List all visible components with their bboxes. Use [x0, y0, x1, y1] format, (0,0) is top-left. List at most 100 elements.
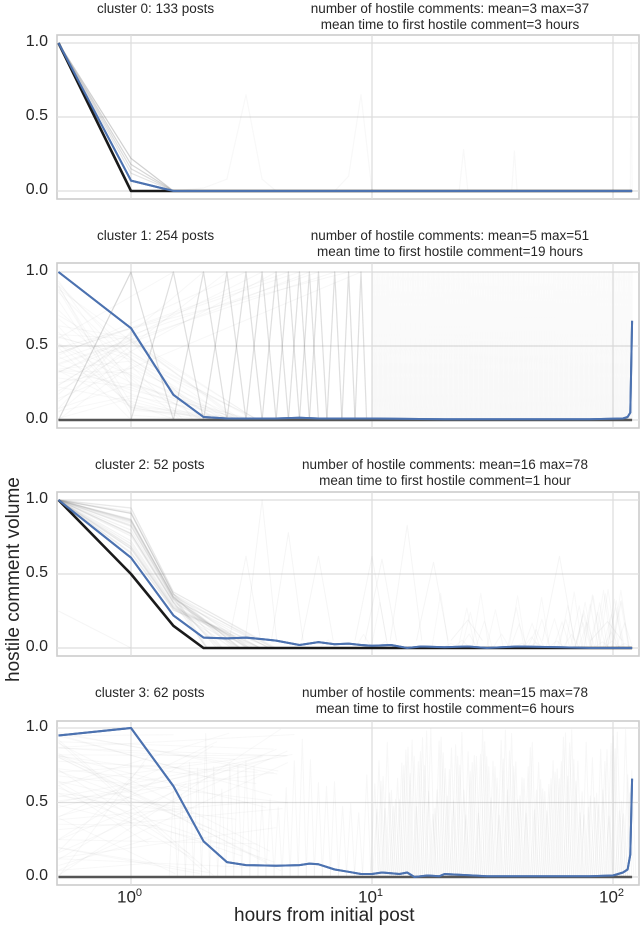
background-trace — [620, 271, 622, 421]
background-trace — [421, 271, 424, 421]
background-trace — [58, 309, 202, 421]
background-trace — [58, 756, 263, 808]
background-trace — [547, 640, 566, 649]
background-trace — [615, 271, 617, 421]
background-trace — [616, 800, 627, 878]
y-tick-label: 1.0 — [25, 490, 48, 507]
background-trace — [475, 620, 493, 649]
background-trace — [573, 622, 592, 649]
background-trace — [58, 741, 218, 818]
background-trace — [371, 271, 374, 421]
background-trace — [484, 766, 494, 878]
background-trace — [58, 499, 221, 649]
background-trace — [58, 499, 224, 649]
subplot-0-title-line2: mean time to first hostile comment=3 hou… — [320, 17, 580, 32]
background-trace — [586, 271, 589, 421]
background-trace — [607, 271, 610, 421]
background-trace — [561, 271, 564, 421]
background-trace — [605, 598, 623, 649]
background-trace — [596, 593, 614, 649]
background-trace — [58, 858, 246, 868]
background-trace — [58, 499, 270, 649]
background-trace — [58, 804, 218, 844]
background-trace — [58, 499, 235, 649]
background-trace — [508, 271, 511, 421]
background-trace — [58, 768, 156, 782]
background-trace — [228, 555, 262, 641]
background-trace — [468, 271, 471, 421]
subplot-1-title-left: cluster 1: 254 posts — [97, 228, 215, 243]
background-trace — [506, 733, 517, 878]
background-trace — [58, 748, 277, 841]
background-trace — [623, 271, 626, 421]
background-trace — [374, 271, 376, 421]
background-trace — [608, 735, 618, 878]
background-trace — [629, 42, 633, 192]
y-axis-label: hostile comment volume — [3, 477, 24, 682]
background-trace — [58, 300, 258, 421]
background-trace — [547, 271, 550, 421]
y-tick-label: 0.0 — [25, 638, 48, 655]
background-trace — [592, 271, 595, 421]
background-trace — [591, 271, 594, 421]
background-trace — [579, 814, 589, 878]
background-trace — [58, 499, 273, 649]
background-trace — [505, 271, 507, 421]
background-trace — [428, 813, 438, 878]
background-trace — [523, 271, 526, 421]
background-trace — [612, 271, 615, 421]
background-trace — [58, 772, 274, 802]
background-trace — [402, 271, 405, 421]
background-trace — [473, 271, 476, 421]
background-trace — [58, 735, 196, 774]
background-trace — [603, 271, 606, 421]
background-trace — [58, 318, 182, 421]
background-trace — [58, 271, 310, 373]
background-trace — [287, 271, 310, 421]
background-trace — [488, 760, 498, 878]
background-trace — [384, 271, 386, 421]
background-trace — [594, 589, 613, 649]
background-trace — [588, 611, 607, 649]
background-trace — [426, 271, 429, 421]
background-trace — [394, 271, 396, 421]
background-trace — [245, 271, 277, 421]
background-trace — [58, 750, 288, 854]
background-trace — [58, 271, 362, 399]
background-trace — [321, 785, 332, 878]
background-trace — [457, 271, 460, 421]
background-trace — [58, 499, 251, 649]
background-trace — [58, 499, 222, 649]
background-trace — [390, 798, 401, 878]
background-trace — [482, 271, 485, 421]
background-trace — [546, 778, 556, 878]
background-trace — [490, 271, 492, 421]
background-trace — [521, 271, 524, 421]
background-trace — [58, 747, 235, 760]
background-trace — [413, 271, 416, 421]
background-trace — [520, 271, 522, 421]
background-trace — [556, 271, 559, 421]
background-trace — [58, 741, 202, 870]
background-trace — [463, 751, 473, 878]
background-trace — [461, 814, 471, 878]
background-trace — [610, 271, 612, 421]
background-trace — [577, 271, 580, 421]
subplot-2 — [56, 491, 640, 657]
background-trace — [380, 808, 390, 878]
background-trace — [407, 739, 417, 878]
background-trace — [411, 806, 421, 878]
subplot-2-title-right: number of hostile comments: mean=16 max=… — [265, 457, 625, 489]
background-trace — [612, 600, 630, 649]
background-trace — [354, 271, 368, 421]
background-trace — [412, 271, 415, 421]
background-trace — [602, 749, 612, 878]
background-trace — [58, 780, 194, 814]
background-trace — [450, 619, 483, 641]
background-trace — [58, 271, 300, 354]
background-trace — [289, 760, 299, 878]
subplot-2-title-left: cluster 2: 52 posts — [95, 457, 205, 472]
background-trace — [298, 271, 320, 421]
background-trace — [471, 592, 490, 649]
background-trace — [58, 271, 204, 395]
